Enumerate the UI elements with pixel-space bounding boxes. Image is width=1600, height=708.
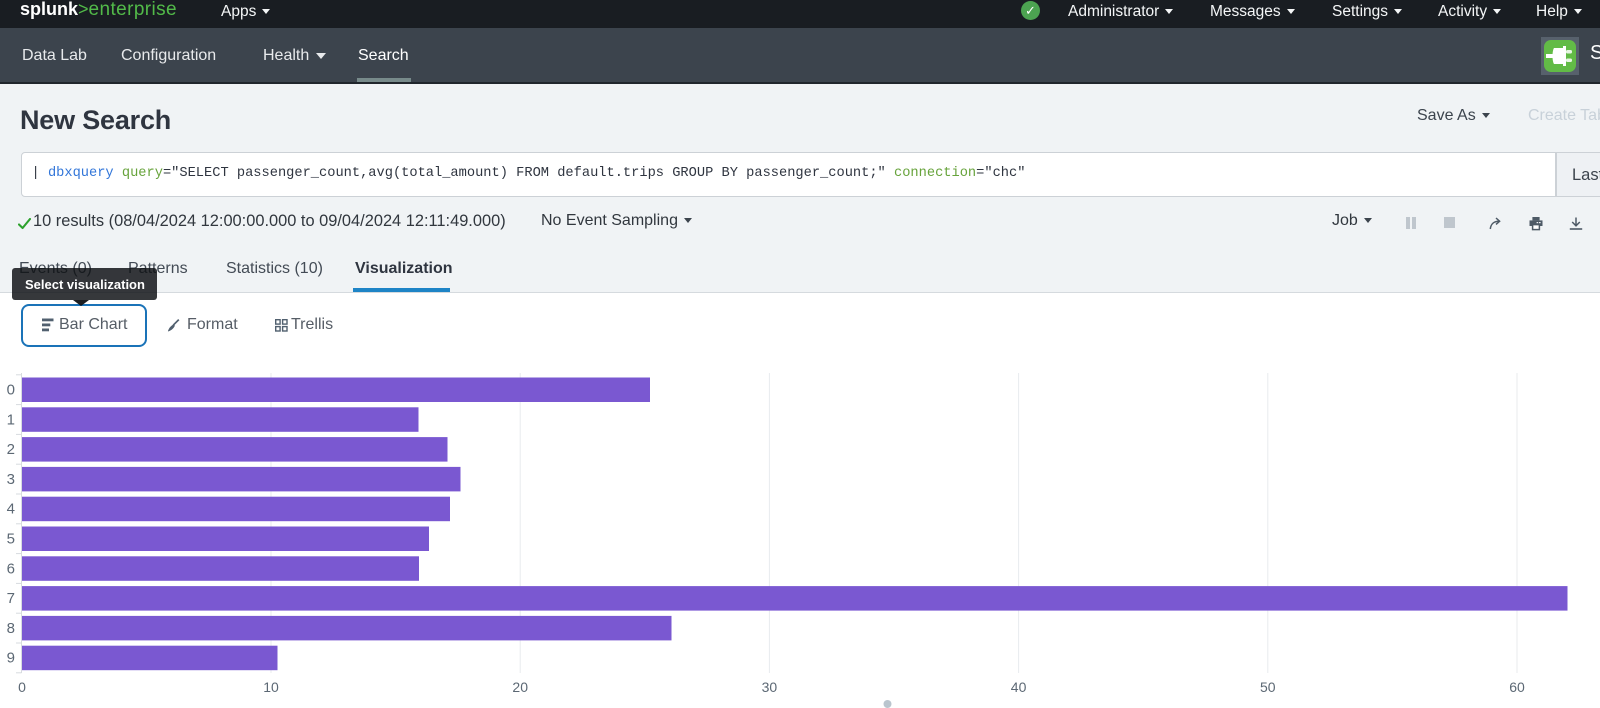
- svg-text:3: 3: [7, 471, 15, 488]
- svg-text:5: 5: [7, 531, 15, 548]
- svg-text:30: 30: [762, 679, 778, 695]
- svg-text:2: 2: [7, 441, 15, 458]
- svg-text:20: 20: [512, 679, 528, 695]
- svg-text:40: 40: [1011, 679, 1027, 695]
- svg-text:7: 7: [7, 590, 15, 607]
- svg-text:10: 10: [263, 679, 279, 695]
- svg-text:6: 6: [7, 560, 15, 577]
- svg-text:8: 8: [7, 620, 15, 637]
- svg-text:0: 0: [18, 679, 26, 695]
- svg-text:4: 4: [7, 501, 15, 518]
- svg-text:1: 1: [7, 411, 15, 428]
- svg-text:50: 50: [1260, 679, 1276, 695]
- svg-text:60: 60: [1509, 679, 1525, 695]
- svg-text:0: 0: [7, 382, 15, 399]
- svg-text:9: 9: [7, 650, 15, 667]
